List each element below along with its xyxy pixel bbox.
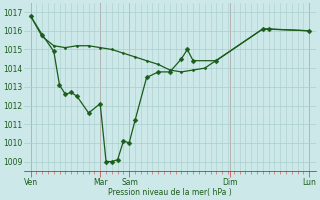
X-axis label: Pression niveau de la mer( hPa ): Pression niveau de la mer( hPa ) [108, 188, 232, 197]
